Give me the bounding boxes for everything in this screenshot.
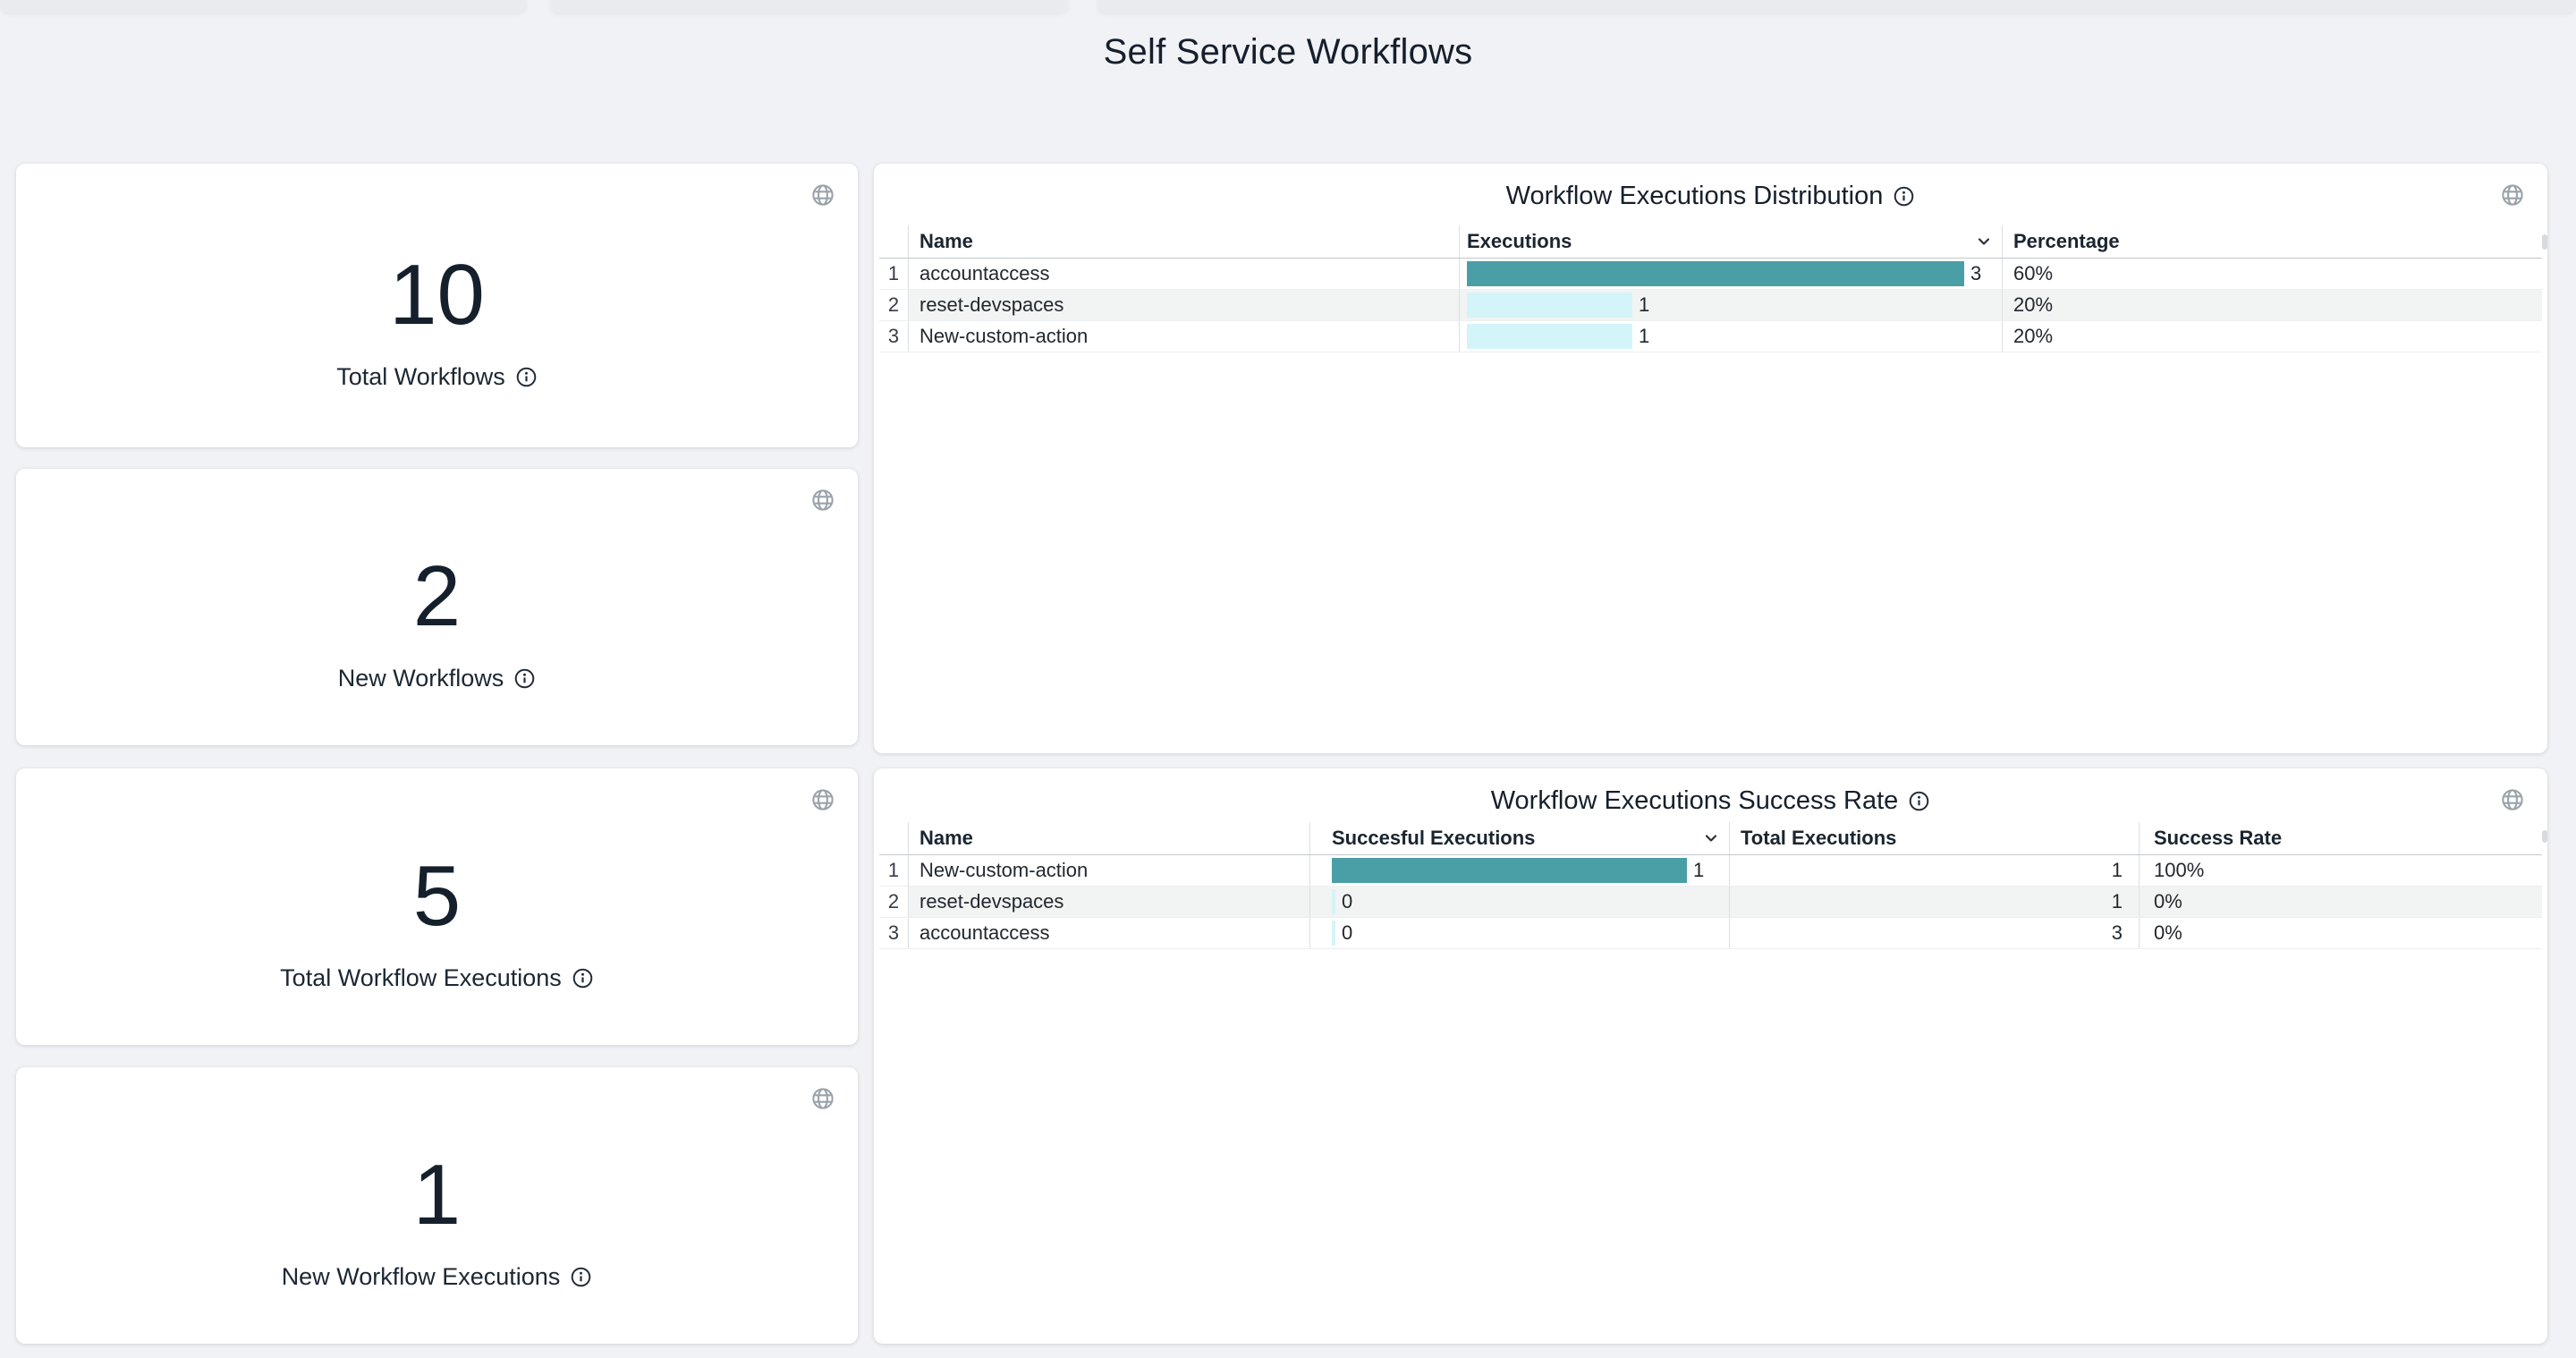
cut-off-card-edge [550,0,1068,13]
globe-icon[interactable] [2500,182,2525,208]
info-icon[interactable] [1893,185,1915,208]
table-header-row: Name Succesful Executions Total Executio… [879,822,2542,855]
workflow-name: accountaccess [908,918,1309,948]
index-column-header [879,225,908,258]
workflow-name: New-custom-action [908,321,1459,352]
workflow-name: New-custom-action [908,855,1309,886]
page-title: Self Service Workflows [1103,32,1473,72]
row-index: 2 [887,890,900,912]
success-rate-value: 100% [2139,855,2542,886]
table-header-row: Name Executions Percentage [879,225,2542,259]
stat-card-new-workflow-executions: 1 New Workflow Executions [16,1067,858,1344]
executions-bar [1467,324,1632,349]
cut-off-card-edge [0,0,526,13]
successful-executions-cell: 0 [1309,918,1729,948]
column-header-percentage[interactable]: Percentage [2002,225,2542,258]
panel-workflow-executions-distribution: Workflow Executions Distribution Name Ex… [874,164,2547,753]
total-executions-value: 1 [1729,887,2139,917]
percentage-value: 60% [2002,259,2542,289]
distribution-table: Name Executions Percentage 1 accountacce… [879,225,2542,352]
successful-executions-value: 1 [1693,859,1705,881]
executions-bar [1467,293,1632,318]
stat-value: 2 [412,548,462,644]
executions-cell: 1 [1459,321,2002,352]
stat-value: 10 [389,247,485,343]
executions-value: 1 [1639,325,1650,347]
info-icon[interactable] [515,366,538,388]
chevron-down-icon[interactable] [1975,233,1993,250]
column-header-name[interactable]: Name [908,225,1459,258]
executions-cell: 1 [1459,290,2002,320]
chevron-down-icon[interactable] [1702,829,1720,847]
stat-value: 1 [412,1147,462,1243]
stat-label: Total Workflow Executions [280,964,562,991]
total-executions-value: 3 [1729,918,2139,948]
successful-executions-bar [1332,858,1687,883]
info-icon[interactable] [1908,790,1930,812]
successful-executions-value: 0 [1342,890,1353,912]
table-row[interactable]: 1 New-custom-action 1 1 100% [879,855,2542,887]
row-index: 1 [887,859,900,881]
row-index: 3 [887,921,900,944]
success-rate-value: 0% [2139,887,2542,917]
column-header-total-executions[interactable]: Total Executions [1729,822,2139,854]
table-row[interactable]: 3 New-custom-action 1 20% [879,321,2542,352]
workflow-name: reset-devspaces [908,290,1459,320]
panel-workflow-executions-success-rate: Workflow Executions Success Rate Name Su… [874,768,2547,1344]
globe-icon[interactable] [810,182,835,208]
panel-title: Workflow Executions Distribution [1505,182,1884,210]
stat-label: New Workflows [337,665,504,692]
column-header-successful-executions[interactable]: Succesful Executions [1309,822,1729,854]
globe-icon[interactable] [810,1086,835,1111]
executions-value: 1 [1639,293,1650,316]
column-header-name[interactable]: Name [908,822,1309,854]
info-icon[interactable] [513,667,536,690]
table-row[interactable]: 2 reset-devspaces 1 20% [879,290,2542,321]
executions-value: 3 [1970,262,1982,284]
globe-icon[interactable] [810,787,835,812]
row-index: 3 [887,325,900,347]
scrollbar-thumb[interactable] [2542,830,2547,843]
table-row[interactable]: 1 accountaccess 3 60% [879,259,2542,290]
stat-card-new-workflows: 2 New Workflows [16,469,858,745]
percentage-value: 20% [2002,321,2542,352]
workflow-name: reset-devspaces [908,887,1309,917]
successful-executions-cell: 0 [1309,887,1729,917]
successful-executions-value: 0 [1342,921,1353,944]
globe-icon[interactable] [810,488,835,513]
executions-cell: 3 [1459,259,2002,289]
scrollbar-thumb[interactable] [2542,234,2547,250]
stat-card-total-workflow-executions: 5 Total Workflow Executions [16,768,858,1045]
info-icon[interactable] [572,967,594,989]
column-header-executions[interactable]: Executions [1459,225,2002,258]
stat-value: 5 [412,848,462,944]
successful-executions-bar [1332,889,1335,914]
workflow-name: accountaccess [908,259,1459,289]
panel-title: Workflow Executions Success Rate [1490,786,1899,815]
table-row[interactable]: 2 reset-devspaces 0 1 0% [879,887,2542,918]
total-executions-value: 1 [1729,855,2139,886]
table-row[interactable]: 3 accountaccess 0 3 0% [879,918,2542,949]
info-icon[interactable] [570,1266,592,1288]
executions-bar [1467,261,1964,286]
successful-executions-bar [1332,921,1335,946]
successful-executions-cell: 1 [1309,855,1729,886]
row-index: 2 [887,293,900,316]
globe-icon[interactable] [2500,787,2525,812]
stat-label: New Workflow Executions [281,1263,561,1290]
percentage-value: 20% [2002,290,2542,320]
stat-label: Total Workflows [336,363,505,390]
cut-off-card-edge [1097,0,2576,13]
stat-card-total-workflows: 10 Total Workflows [16,164,858,447]
row-index: 1 [887,262,900,284]
success-rate-table: Name Succesful Executions Total Executio… [879,822,2542,949]
index-column-header [879,822,908,854]
column-header-success-rate[interactable]: Success Rate [2139,822,2542,854]
success-rate-value: 0% [2139,918,2542,948]
